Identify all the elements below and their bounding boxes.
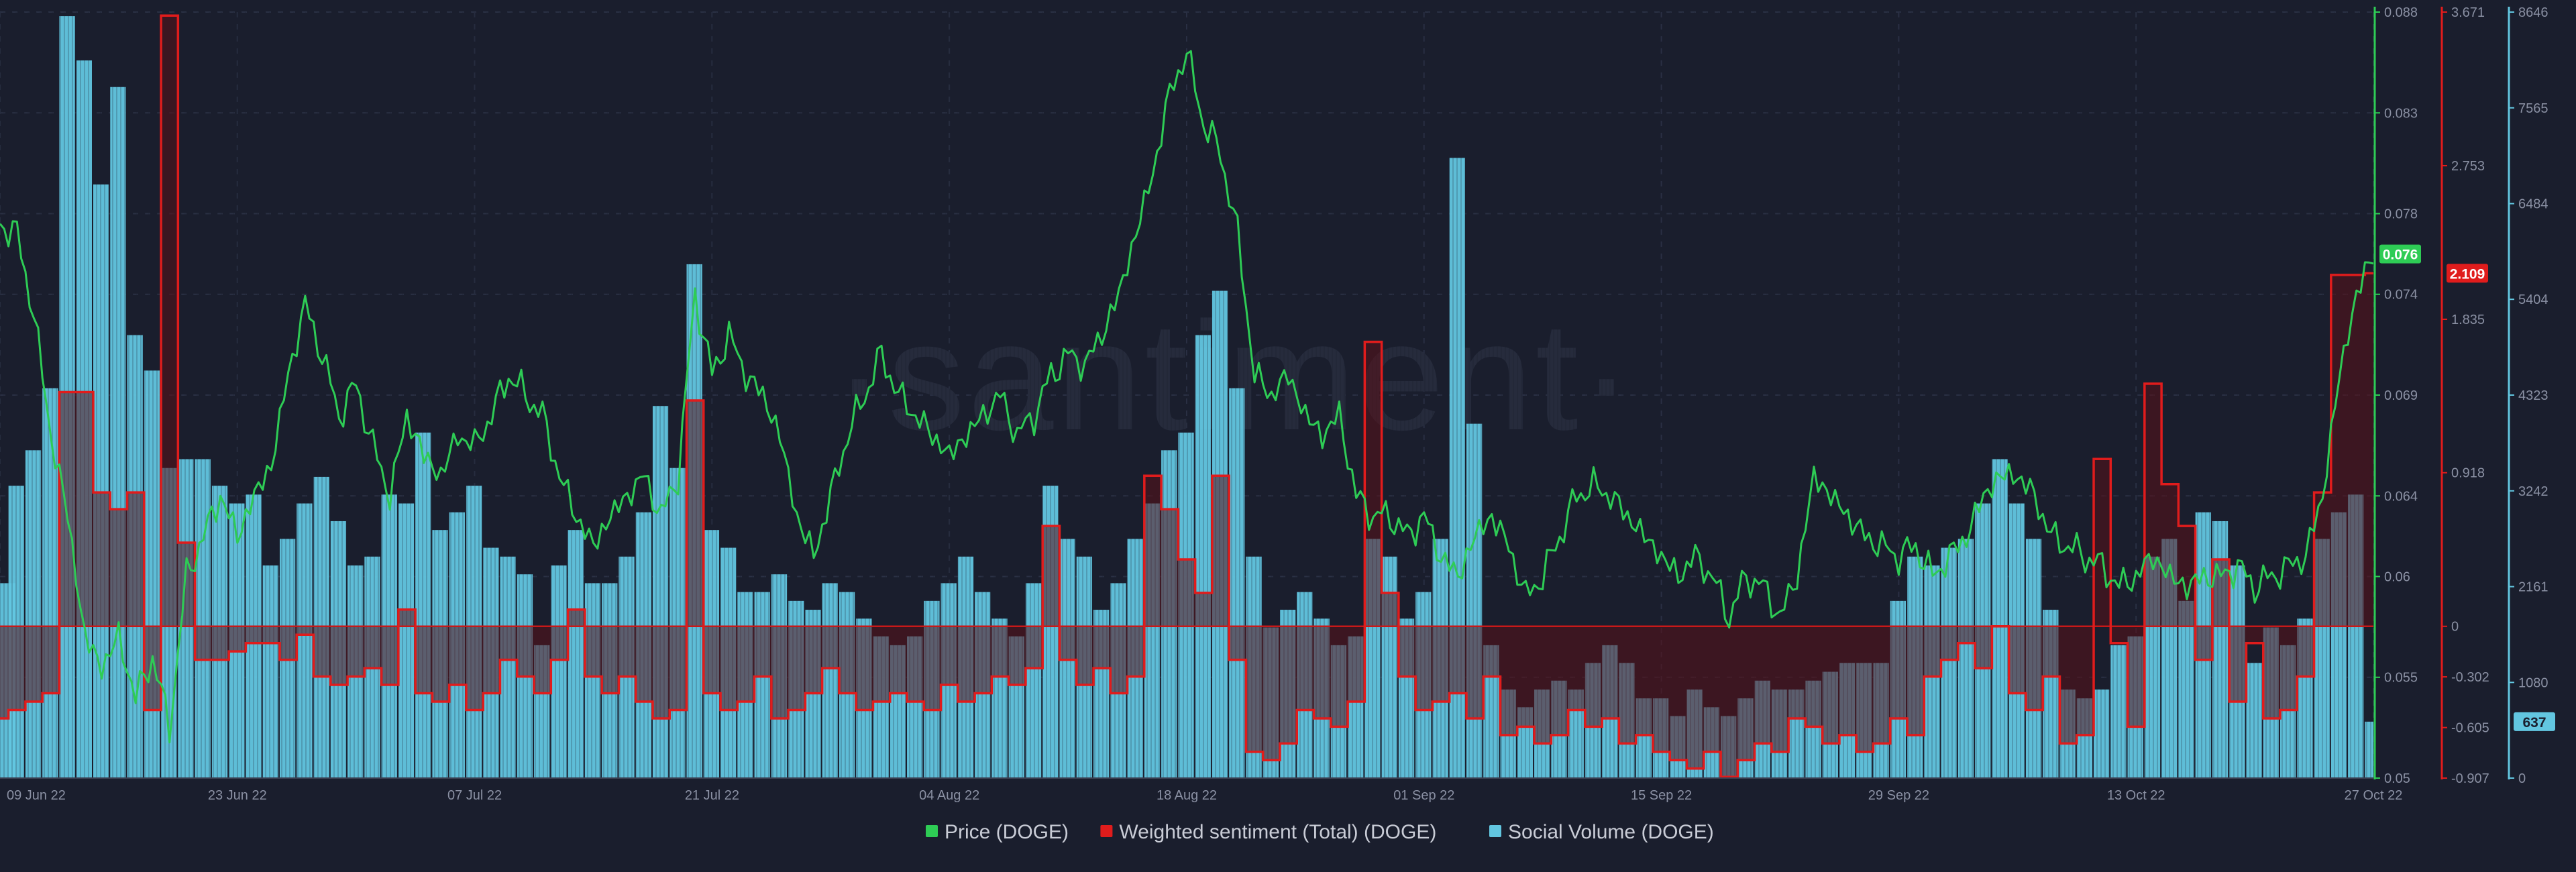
- sentiment-last-badge-text: 2.109: [2450, 266, 2485, 282]
- sentiment-axis-tick-label: 0: [2451, 620, 2459, 635]
- social-volume-bar: [1229, 388, 1245, 778]
- sentiment-axis-tick-label: 0.918: [2451, 466, 2485, 481]
- price-last-badge-box: [2379, 244, 2421, 264]
- social-volume-bar: [1992, 459, 2008, 778]
- sentiment-line: [0, 14, 2373, 778]
- social-volume-bar: [500, 556, 516, 778]
- legend[interactable]: Price (DOGE) Weighted sentiment (Total) (…: [926, 821, 1714, 843]
- social-volume-bar: [2365, 721, 2373, 778]
- social-volume-bar: [1381, 556, 1397, 778]
- social-volume-bar: [1568, 689, 1584, 778]
- social-axis-tick-label: 4323: [2518, 388, 2548, 403]
- social-volume-bar: [398, 503, 415, 778]
- social-axis-tick-label: 8646: [2518, 5, 2548, 20]
- social-volume-bar: [1025, 583, 1042, 778]
- legend-label: Weighted sentiment (Total) (DOGE): [1119, 821, 1436, 843]
- social-volume-bar: [1483, 645, 1499, 778]
- social-volume-bar: [2094, 689, 2110, 778]
- legend-item[interactable]: Social Volume (DOGE): [1489, 821, 1714, 843]
- x-axis-tick-labels: 09 Jun 22 23 Jun 22 07 Jul 22 21 Jul 22 04 A…: [0, 777, 2403, 803]
- x-axis-tick-label: 15 Sep 22: [1631, 788, 1692, 803]
- price-axis-tick-label: 0.069: [2384, 388, 2418, 403]
- sentiment-axis-tick-label: 1.835: [2451, 313, 2485, 327]
- x-axis-tick-label: 07 Jul 22: [447, 788, 502, 803]
- price-last-badge-text: 0.076: [2383, 248, 2418, 263]
- social-last-badge: 637: [2514, 712, 2555, 731]
- sentiment-axis-tick-label: 3.671: [2451, 5, 2485, 20]
- x-axis-tick-label: 29 Sep 22: [1868, 788, 1929, 803]
- price-axis-tick-label: 0.06: [2384, 569, 2410, 584]
- legend-item[interactable]: Weighted sentiment (Total) (DOGE): [1100, 821, 1436, 843]
- axes: 0.088 0.083 0.078 0.074 0.069 0.064 0.06 0.055 0…: [2373, 5, 2548, 786]
- x-axis-tick-label: 23 Jun 22: [208, 788, 267, 803]
- legend-swatch: [1100, 825, 1113, 837]
- social-volume-bar: [262, 565, 278, 778]
- social-volume-bar: [2246, 663, 2262, 778]
- price-axis-tick-label: 0.078: [2384, 207, 2418, 222]
- social-volume-bar: [584, 583, 601, 778]
- x-axis-tick-label: 27 Oct 22: [2345, 788, 2403, 803]
- social-volume-bar: [25, 450, 42, 778]
- social-volume-bar: [2178, 600, 2194, 778]
- legend-label: Social Volume (DOGE): [1508, 821, 1714, 843]
- social-volume-bar: [568, 530, 584, 778]
- social-volume-bar: [2110, 645, 2127, 778]
- social-axis-tick-label: 3242: [2518, 484, 2548, 499]
- social-volume-bar: [822, 583, 838, 778]
- sentiment-last-badge: 2.109: [2447, 264, 2488, 283]
- last-value-badges: 0.076 2.109 637: [2379, 244, 2555, 731]
- social-volume-bar: [195, 459, 211, 778]
- social-axis-tick-label: 1080: [2518, 675, 2548, 690]
- social-axis-tick-label: 6484: [2518, 197, 2548, 212]
- social-axis-tick-label: 0: [2518, 771, 2526, 786]
- social-volume-bar: [1941, 547, 1957, 778]
- social-axis-tick-label: 7565: [2518, 101, 2548, 116]
- sentiment-axis-tick-label: -0.302: [2451, 670, 2489, 685]
- x-axis-tick-label: 18 Aug 22: [1157, 788, 1217, 803]
- sentiment-area: [0, 15, 2373, 777]
- price-last-badge: 0.076: [2379, 244, 2421, 264]
- sentiment-axis-tick-label: -0.907: [2451, 771, 2489, 786]
- x-axis-tick-label: 13 Oct 22: [2107, 788, 2165, 803]
- social-axis-tick-label: 5404: [2518, 292, 2548, 307]
- social-last-badge-box: [2514, 712, 2555, 731]
- legend-label: Price (DOGE): [945, 821, 1069, 843]
- sentiment-last-badge-box: [2447, 264, 2488, 283]
- legend-swatch: [1489, 825, 1501, 837]
- price-layer: [0, 50, 2373, 744]
- social-volume-bar: [551, 565, 567, 778]
- social-volume-bar: [42, 388, 58, 778]
- price-axis-tick-label: 0.064: [2384, 489, 2418, 504]
- sentiment-axis-tick-label: -0.605: [2451, 721, 2489, 736]
- sentiment-layer: [0, 14, 2373, 778]
- social-volume-bar: [1195, 335, 1211, 778]
- legend-swatch: [926, 825, 938, 837]
- social-volume-bar: [415, 432, 431, 778]
- legend-item[interactable]: Price (DOGE): [926, 821, 1069, 843]
- social-last-badge-text: 637: [2522, 715, 2546, 730]
- price-axis-tick-label: 0.074: [2384, 288, 2418, 303]
- x-axis-tick-label: 01 Sep 22: [1393, 788, 1454, 803]
- social-volume-bar: [297, 503, 313, 778]
- price-axis-tick-label: 0.05: [2384, 771, 2410, 786]
- social-volume-bar: [93, 184, 109, 778]
- x-axis-tick-label: 09 Jun 22: [7, 788, 66, 803]
- price-axis-tick-label: 0.088: [2384, 5, 2418, 20]
- price-axis-tick-label: 0.083: [2384, 106, 2418, 121]
- sentiment-axis-tick-label: 2.753: [2451, 159, 2485, 174]
- social-volume-bar: [1957, 539, 1974, 778]
- price-line: [0, 50, 2373, 744]
- x-axis-tick-label: 04 Aug 22: [919, 788, 979, 803]
- price-axis-tick-label: 0.055: [2384, 671, 2418, 686]
- x-axis-tick-label: 21 Jul 22: [685, 788, 739, 803]
- social-volume-bar: [1449, 158, 1465, 778]
- social-axis-tick-label: 2161: [2518, 580, 2548, 595]
